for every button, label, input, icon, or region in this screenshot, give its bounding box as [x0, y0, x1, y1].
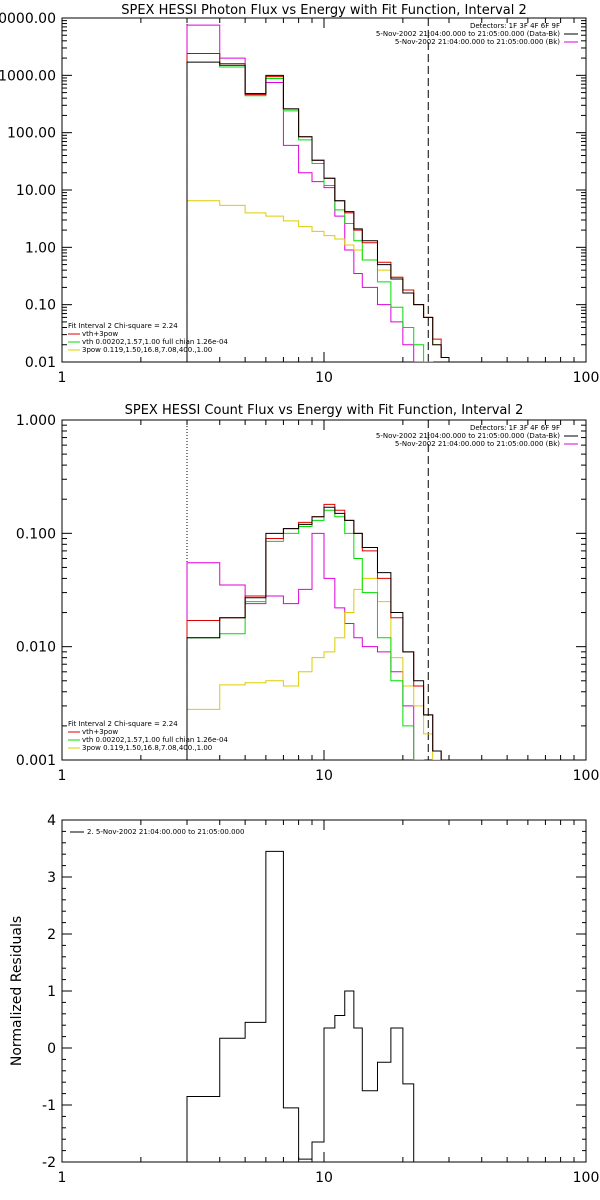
- series-line-bk: [186, 24, 425, 362]
- y-tick-label: 0.10: [25, 298, 56, 314]
- x-tick-label: 100: [573, 768, 600, 784]
- y-tick-label: 10.00: [16, 183, 56, 199]
- legend-entry: 3pow 0.119,1.50,16.8,7.08,400.,1.00: [82, 744, 212, 752]
- legend-entry: 5-Nov-2002 21:04:00.000 to 21:05:00.000 …: [395, 440, 560, 448]
- series-line-bk: [186, 532, 425, 760]
- y-tick-label: 0.001: [16, 753, 56, 769]
- legend-entry: vth+3pow: [82, 330, 118, 338]
- y-tick-label: 100.00: [7, 126, 56, 142]
- y-tick-label: 0000.00: [0, 11, 56, 27]
- chart-panel-3: 1 10 100 -2 -1 0 1 2 3 4 Normalized Residuals 2. 5-…: [9, 813, 600, 1186]
- y-tick-label: 3: [47, 870, 56, 886]
- y-tick-label: -1: [42, 1098, 56, 1114]
- x-tick-label: 1: [58, 768, 67, 784]
- x-tick-label: 1: [58, 1170, 67, 1186]
- chart-title: SPEX HESSI Photon Flux vs Energy with Fi…: [121, 3, 527, 18]
- legend-entry: Detectors: 1F 3F 4F 6F 9F: [470, 22, 560, 30]
- legend-entry: 2. 5-Nov-2002 21:04:00.000 to 21:05:00.0…: [87, 828, 244, 836]
- legend-entry: 3pow 0.119,1.50,16.8,7.08,400.,1.00: [82, 346, 212, 354]
- legend-entry: Fit Interval 2 Chi-square = 2.24: [68, 720, 178, 728]
- legend-entry: vth 0.00202,1.57,1.00 full chian 1.26e-0…: [82, 338, 228, 346]
- plot-frame: [61, 17, 587, 363]
- y-tick-label: 1: [47, 984, 56, 1000]
- series-line-residuals: [186, 850, 415, 1162]
- x-tick-label: 10: [315, 768, 333, 784]
- x-tick-label: 100: [573, 370, 600, 386]
- y-tick-label: 1000.00: [0, 68, 56, 84]
- legend-entry: 5-Nov-2002 21:04:00.000 to 21:05:00.000 …: [376, 30, 560, 38]
- legend-entry: vth 0.00202,1.57,1.00 full chian 1.26e-0…: [82, 736, 228, 744]
- legend-entry: 5-Nov-2002 21:04:00.000 to 21:05:00.000 …: [395, 38, 560, 46]
- y-tick-label: 0.010: [16, 640, 56, 656]
- x-tick-label: 10: [315, 370, 333, 386]
- y-tick-label: 0: [47, 1041, 56, 1057]
- x-tick-label: 1: [58, 370, 67, 386]
- series-line-3pow: [186, 577, 442, 760]
- data-area: [186, 850, 415, 1162]
- series-line-data-bk: [186, 61, 450, 362]
- series-line-data-bk: [186, 506, 442, 760]
- y-tick-label: 1.00: [25, 240, 56, 256]
- series-line-vth: [186, 53, 434, 362]
- legend-entry: Detectors: 1F 3F 4F 6F 9F: [470, 424, 560, 432]
- legend-entry: Fit Interval 2 Chi-square = 2.24: [68, 322, 178, 330]
- y-tick-label: 1.000: [16, 413, 56, 429]
- y-tick-label: 4: [47, 813, 56, 829]
- legend-entry: vth+3pow: [82, 728, 118, 736]
- y-tick-label: 0.01: [25, 355, 56, 371]
- data-area: [186, 18, 450, 362]
- chart-title: SPEX HESSI Count Flux vs Energy with Fit…: [125, 403, 524, 418]
- y-tick-label: -2: [42, 1155, 56, 1171]
- chart-panel-1: SPEX HESSI Photon Flux vs Energy with Fi…: [0, 3, 599, 386]
- plot-frame: [61, 419, 587, 761]
- chart-panel-2: SPEX HESSI Count Flux vs Energy with Fit…: [16, 403, 600, 784]
- y-tick-label: 0.100: [16, 526, 56, 542]
- y-axis-label: Normalized Residuals: [9, 916, 25, 1066]
- x-tick-label: 100: [573, 1170, 600, 1186]
- legend-entry: 5-Nov-2002 21:04:00.000 to 21:05:00.000 …: [376, 432, 560, 440]
- y-tick-label: 2: [47, 927, 56, 943]
- series-line-vth-3pow: [186, 503, 442, 760]
- data-area: [186, 420, 442, 760]
- x-tick-label: 10: [315, 1170, 333, 1186]
- series-line-vth-3pow: [186, 53, 450, 362]
